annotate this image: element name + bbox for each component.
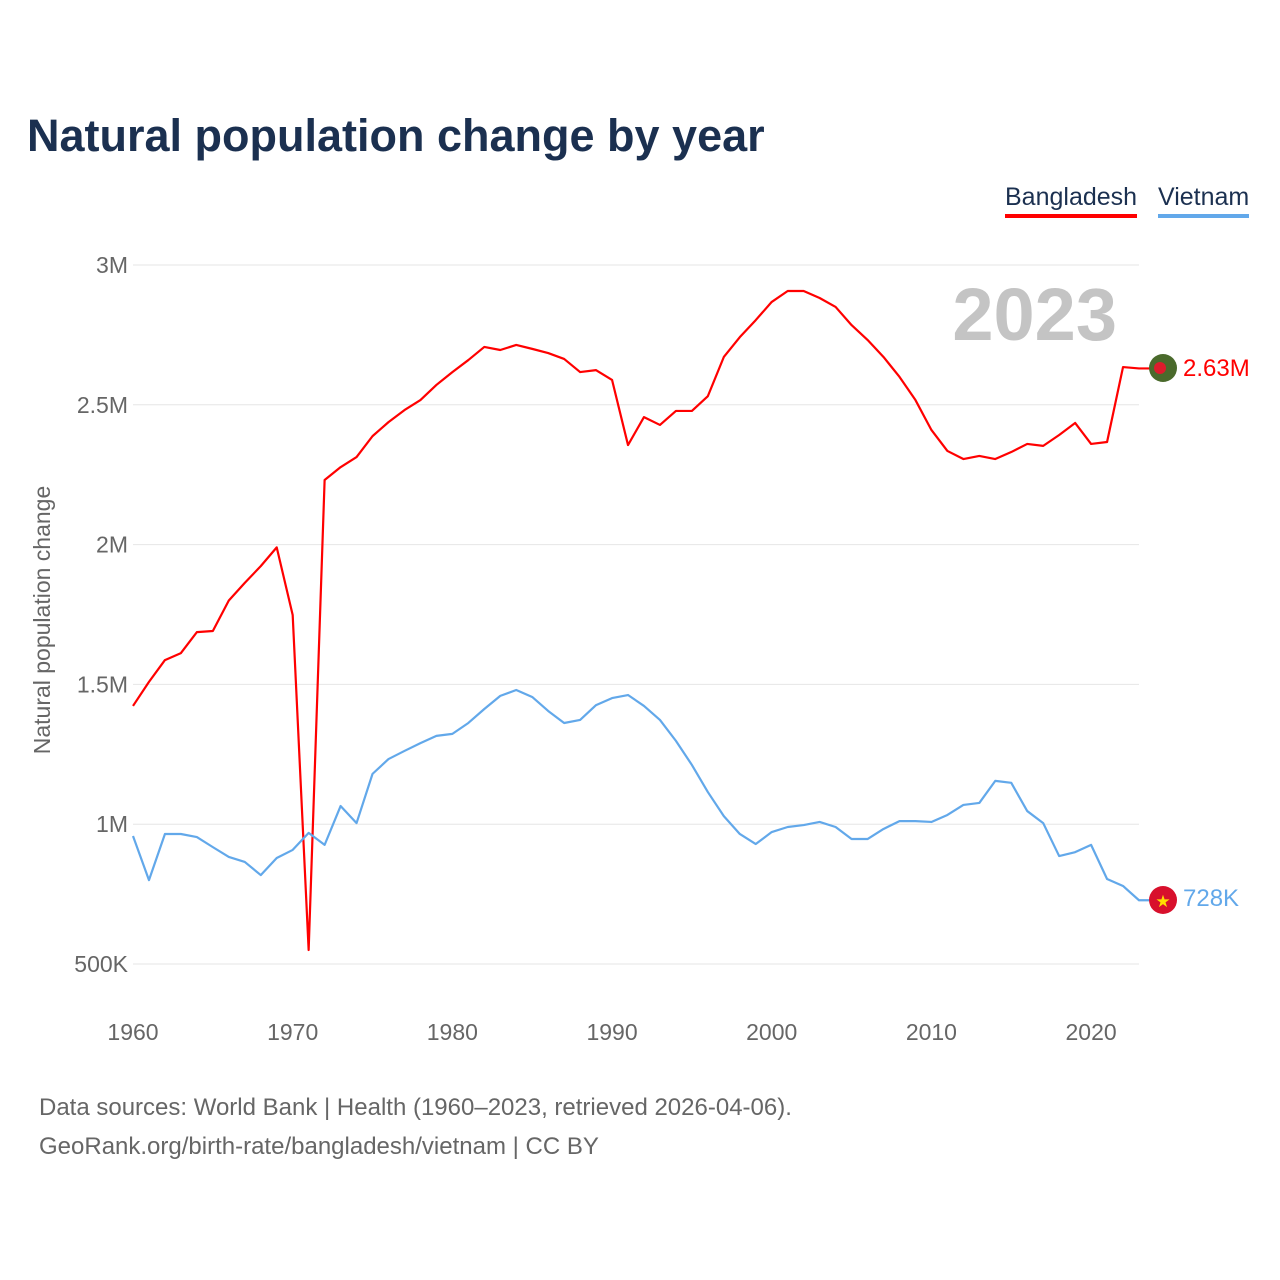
x-tick-label: 1980 xyxy=(427,1019,478,1045)
chart-title: Natural population change by year xyxy=(27,110,765,161)
x-tick-label: 1960 xyxy=(107,1019,158,1045)
bangladesh-flag-icon xyxy=(1149,354,1177,382)
x-tick-label: 2010 xyxy=(906,1019,957,1045)
legend-vietnam[interactable]: Vietnam xyxy=(1158,183,1250,218)
source-line-2[interactable]: GeoRank.org/birth-rate/bangladesh/vietna… xyxy=(39,1133,599,1160)
y-tick-label: 3M xyxy=(96,252,128,278)
series-line-bangladesh xyxy=(132,289,1150,952)
x-tick-label: 1970 xyxy=(267,1019,318,1045)
source-line-1: Data sources: World Bank | Health (1960–… xyxy=(39,1094,792,1121)
source-note: Data sources: World Bank | Health (1960–… xyxy=(39,1088,792,1166)
y-tick-label: 2.5M xyxy=(77,392,128,418)
y-tick-label: 2M xyxy=(96,532,128,558)
bangladesh-end-label: 2.63M xyxy=(1183,355,1250,382)
vietnam-flag-icon: ★ xyxy=(1149,886,1177,914)
y-axis-label: Natural population change xyxy=(29,486,55,755)
legend-bangladesh[interactable]: Bangladesh xyxy=(1005,183,1138,218)
y-tick-label: 1.5M xyxy=(77,671,128,697)
series-line-vietnam xyxy=(131,688,1150,902)
x-tick-label: 2020 xyxy=(1066,1019,1117,1045)
year-watermark: 2023 xyxy=(952,273,1117,356)
y-tick-label: 1M xyxy=(96,811,128,837)
y-tick-label: 500K xyxy=(74,951,128,977)
x-tick-label: 2000 xyxy=(746,1019,797,1045)
x-tick-label: 1990 xyxy=(586,1019,637,1045)
vietnam-end-label: 728K xyxy=(1183,885,1239,912)
svg-text:★: ★ xyxy=(1155,892,1170,912)
